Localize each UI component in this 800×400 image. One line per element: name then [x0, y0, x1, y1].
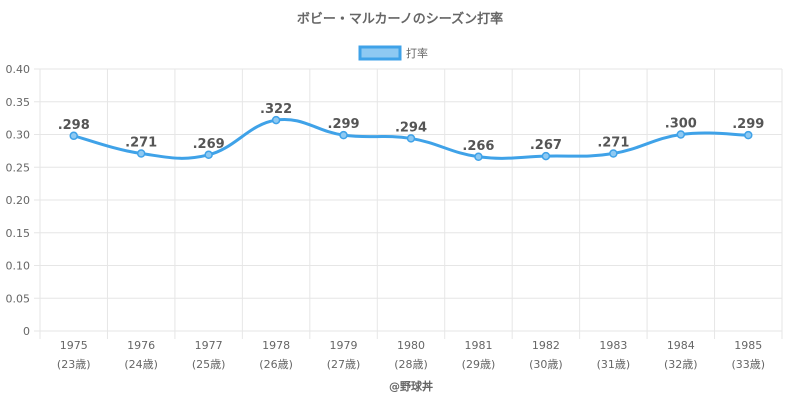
data-point[interactable] — [339, 130, 348, 140]
x-tick-label: 1979 — [330, 339, 358, 352]
data-label: .299 — [732, 117, 764, 132]
x-tick-label: 1984 — [667, 339, 695, 352]
data-labels: .298 .271 .269 .322 .299 .294 .266 .267 .271 .300… — [58, 102, 765, 154]
data-point[interactable] — [136, 149, 146, 158]
y-tick-label: 0.25 — [6, 161, 31, 174]
x-tick-label: 1985 — [734, 339, 762, 352]
x-tick-sublabel: (26歳) — [259, 358, 293, 371]
x-tick-label: 1982 — [532, 339, 560, 352]
x-tick-sublabel: (33歳) — [731, 358, 765, 371]
x-tick-sublabel: (30歳) — [529, 358, 563, 371]
data-label: .267 — [530, 138, 562, 153]
x-tick-sublabel: (31歳) — [597, 358, 631, 371]
data-point[interactable] — [406, 134, 416, 143]
y-tick-label: 0.15 — [6, 227, 31, 240]
x-tick-sublabel: (28歳) — [394, 358, 428, 371]
data-label: .299 — [328, 117, 360, 132]
x-tick-sublabel: (23歳) — [57, 358, 91, 371]
data-point[interactable] — [744, 130, 753, 140]
y-tick-label: 0.35 — [6, 96, 31, 109]
x-tick-sublabel: (24歳) — [124, 358, 158, 371]
data-point[interactable] — [204, 150, 213, 160]
data-point[interactable] — [271, 115, 281, 125]
data-point[interactable] — [69, 131, 78, 141]
chart-title: ボビー・マルカーノのシーズン打率 — [297, 11, 503, 27]
grid — [34, 68, 783, 339]
data-label: .300 — [665, 117, 697, 132]
data-label: .271 — [125, 135, 157, 150]
y-tick-label: 0.40 — [6, 63, 31, 76]
y-tick-label: 0.10 — [6, 260, 31, 273]
legend-swatch — [358, 45, 402, 61]
x-tick-sublabel: (29歳) — [462, 358, 496, 371]
y-tick-label: 0.20 — [6, 194, 31, 207]
data-point[interactable] — [609, 149, 618, 158]
data-point[interactable] — [474, 152, 483, 162]
data-label: .271 — [597, 135, 629, 150]
data-label: .322 — [260, 102, 292, 117]
legend-label: 打率 — [406, 46, 428, 60]
data-point[interactable] — [541, 151, 551, 161]
x-tick-label: 1981 — [464, 339, 492, 352]
x-tick-label: 1976 — [127, 339, 155, 352]
x-tick-label: 1975 — [60, 339, 88, 352]
x-tick-sublabel: (27歳) — [327, 358, 361, 371]
credit-text: @野球丼 — [389, 379, 433, 393]
y-axis: 0 0.05 0.10 0.15 0.20 0.25 0.30 0.35 0.40 — [6, 63, 31, 338]
x-tick-label: 1980 — [397, 339, 425, 352]
legend[interactable]: 打率 — [358, 45, 428, 61]
data-label: .294 — [395, 120, 427, 135]
y-tick-label: 0.05 — [6, 292, 31, 305]
data-label: .298 — [58, 118, 90, 133]
x-tick-sublabel: (32歳) — [664, 358, 698, 371]
data-points — [69, 115, 753, 162]
data-label: .269 — [193, 137, 225, 152]
x-axis: 1975 (23歳) 1976 (24歳) 1977 (25歳) 1978 (26歳) 1979… — [57, 339, 765, 371]
y-tick-label: 0 — [23, 325, 30, 338]
x-tick-sublabel: (25歳) — [192, 358, 226, 371]
x-tick-label: 1977 — [195, 339, 223, 352]
x-tick-label: 1978 — [262, 339, 290, 352]
data-label: .266 — [462, 139, 494, 154]
data-point[interactable] — [676, 130, 686, 139]
y-tick-label: 0.30 — [6, 129, 31, 142]
x-tick-label: 1983 — [599, 339, 627, 352]
